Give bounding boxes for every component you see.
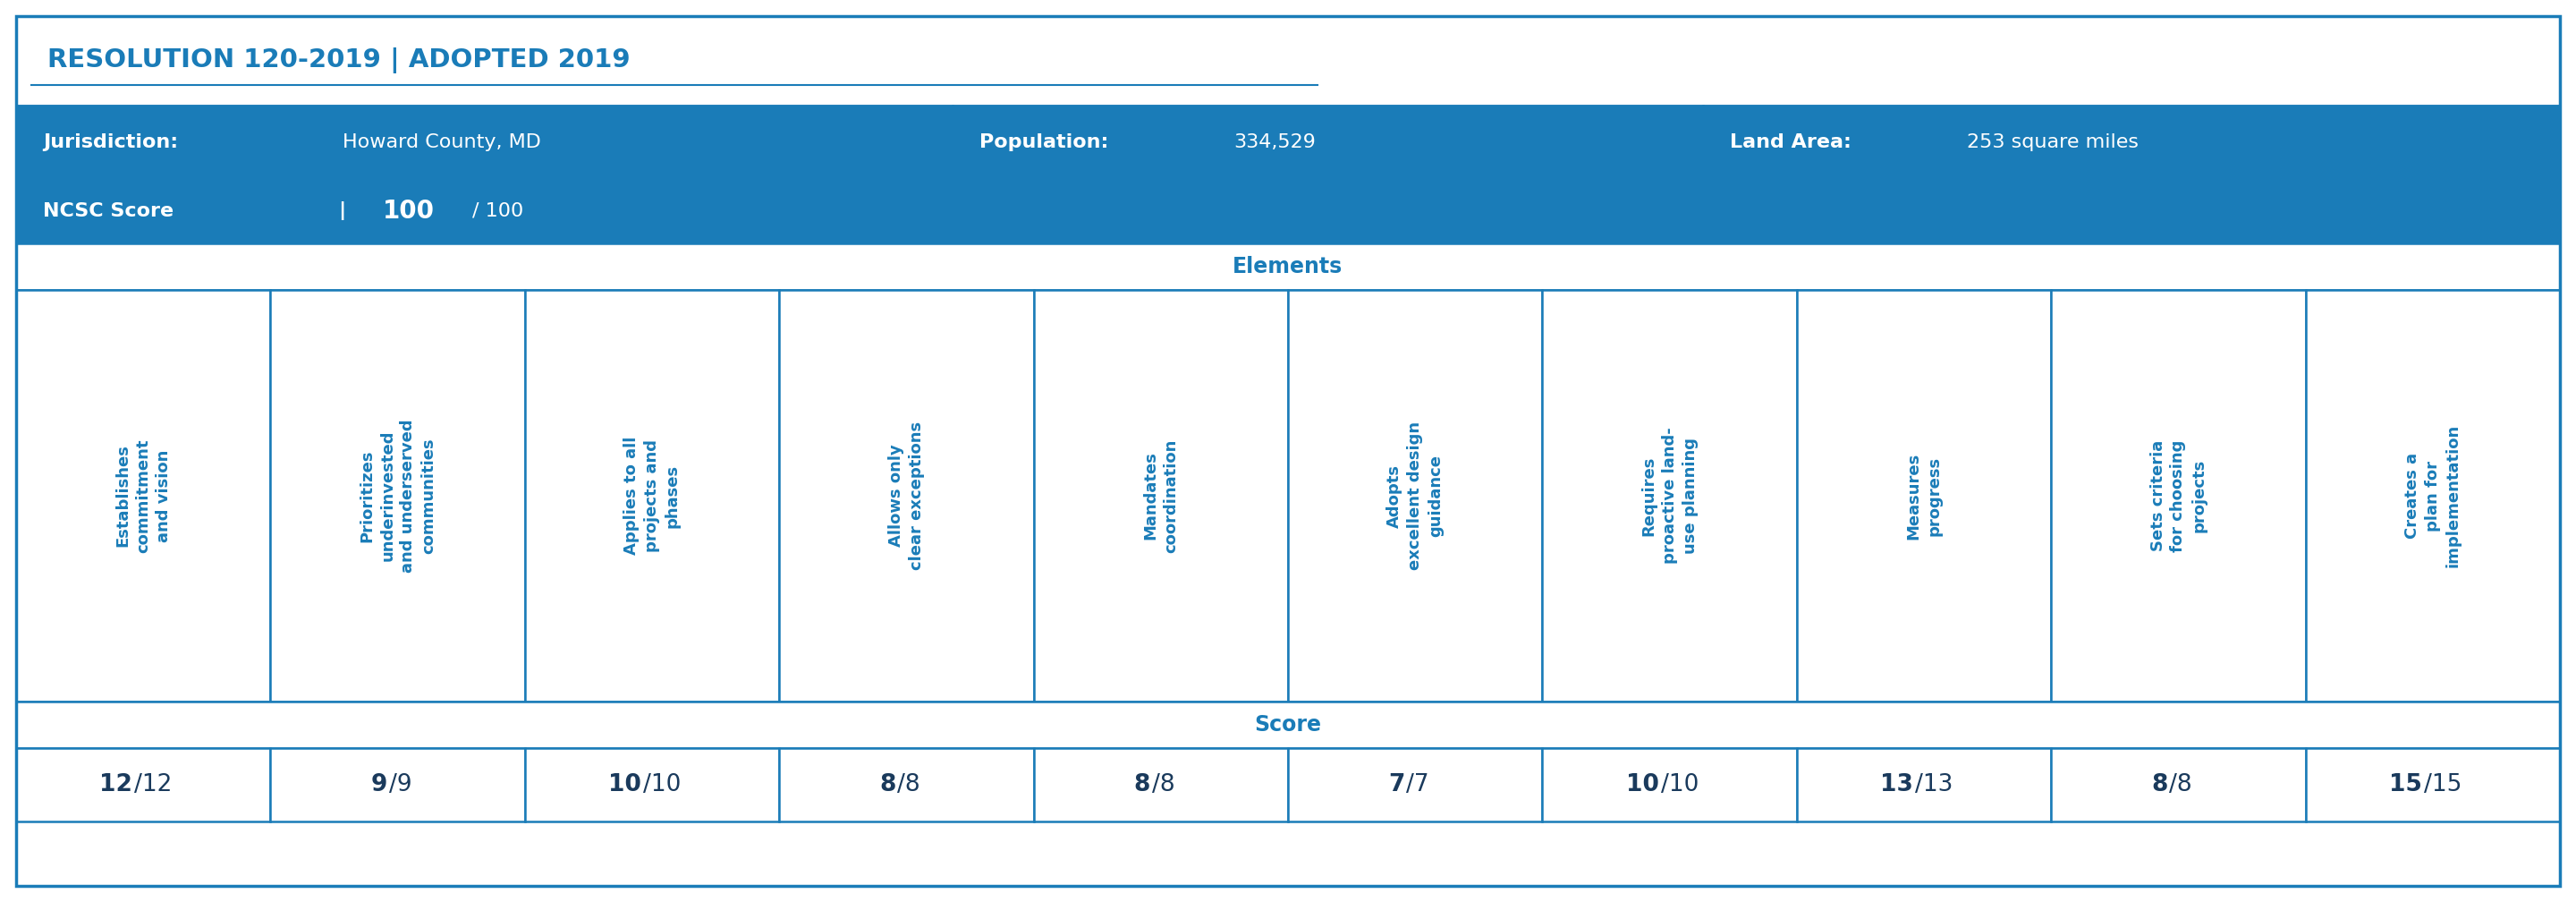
Bar — [778, 748, 1033, 822]
Text: 8: 8 — [1133, 773, 1149, 796]
Bar — [15, 16, 2561, 106]
Bar — [526, 748, 781, 822]
Bar — [15, 179, 2561, 244]
Text: Jurisdiction:: Jurisdiction: — [44, 133, 185, 152]
Bar — [15, 244, 2561, 290]
Text: 253 square miles: 253 square miles — [1965, 133, 2138, 152]
Text: /10: /10 — [1662, 773, 1698, 796]
Bar — [1798, 748, 2050, 822]
Bar — [1288, 290, 1543, 702]
Text: 9: 9 — [371, 773, 386, 796]
Bar — [270, 290, 526, 702]
Text: Mandates
coordination: Mandates coordination — [1144, 438, 1180, 553]
Text: Applies to all
projects and
phases: Applies to all projects and phases — [623, 437, 680, 555]
Bar — [1033, 748, 1288, 822]
Bar — [270, 748, 526, 822]
Bar — [15, 748, 270, 822]
Text: NCSC Score: NCSC Score — [44, 202, 173, 220]
Text: /8: /8 — [2169, 773, 2192, 796]
Text: /13: /13 — [1914, 773, 1953, 796]
Text: Allows only
clear exceptions: Allows only clear exceptions — [889, 421, 925, 570]
Bar — [1033, 290, 1288, 702]
Text: /10: /10 — [644, 773, 680, 796]
Text: /9: /9 — [389, 773, 412, 796]
Text: 100: 100 — [384, 198, 435, 224]
Text: /7: /7 — [1406, 773, 1430, 796]
Text: Adopts
excellent design
guidance: Adopts excellent design guidance — [1386, 421, 1443, 570]
Bar — [1543, 290, 1798, 702]
Text: 10: 10 — [1625, 773, 1659, 796]
Text: 15: 15 — [2388, 773, 2421, 796]
Bar — [15, 290, 270, 702]
Bar — [1543, 748, 1798, 822]
Text: Requires
proactive land-
use planning: Requires proactive land- use planning — [1641, 428, 1698, 564]
Bar — [953, 106, 1703, 179]
Bar — [15, 106, 953, 179]
Text: 7: 7 — [1388, 773, 1404, 796]
Text: 8: 8 — [878, 773, 896, 796]
Bar — [1798, 290, 2050, 702]
Text: Elements: Elements — [1234, 256, 1342, 278]
Bar — [2050, 290, 2306, 702]
Text: Sets criteria
for choosing
projects: Sets criteria for choosing projects — [2151, 439, 2208, 552]
Text: Establishes
commitment
and vision: Establishes commitment and vision — [116, 438, 173, 553]
Text: /15: /15 — [2424, 773, 2463, 796]
Text: |: | — [337, 202, 345, 221]
Text: 12: 12 — [100, 773, 131, 796]
Bar — [778, 290, 1033, 702]
Text: Population:: Population: — [979, 133, 1115, 152]
Bar — [526, 290, 781, 702]
Text: /8: /8 — [1151, 773, 1175, 796]
Bar — [2306, 748, 2561, 822]
Text: /8: /8 — [896, 773, 920, 796]
Text: 13: 13 — [1880, 773, 1914, 796]
Text: Creates a
plan for
implementation: Creates a plan for implementation — [2403, 424, 2460, 567]
Text: 10: 10 — [608, 773, 641, 796]
Bar — [1288, 748, 1543, 822]
Text: Land Area:: Land Area: — [1728, 133, 1857, 152]
Bar — [15, 702, 2561, 748]
Text: /12: /12 — [134, 773, 173, 796]
Text: 8: 8 — [2151, 773, 2166, 796]
Text: RESOLUTION 120-2019 | ADOPTED 2019: RESOLUTION 120-2019 | ADOPTED 2019 — [46, 48, 631, 74]
Text: Prioritizes
underinvested
and underserved
communities: Prioritizes underinvested and underserve… — [358, 419, 435, 573]
Text: Measures
progress: Measures progress — [1906, 452, 1942, 539]
Text: Howard County, MD: Howard County, MD — [343, 133, 541, 152]
Bar — [2050, 748, 2306, 822]
Bar — [2306, 290, 2561, 702]
Text: / 100: / 100 — [471, 202, 523, 220]
Bar — [1703, 106, 2561, 179]
Text: Score: Score — [1255, 714, 1321, 735]
Text: 334,529: 334,529 — [1234, 133, 1316, 152]
